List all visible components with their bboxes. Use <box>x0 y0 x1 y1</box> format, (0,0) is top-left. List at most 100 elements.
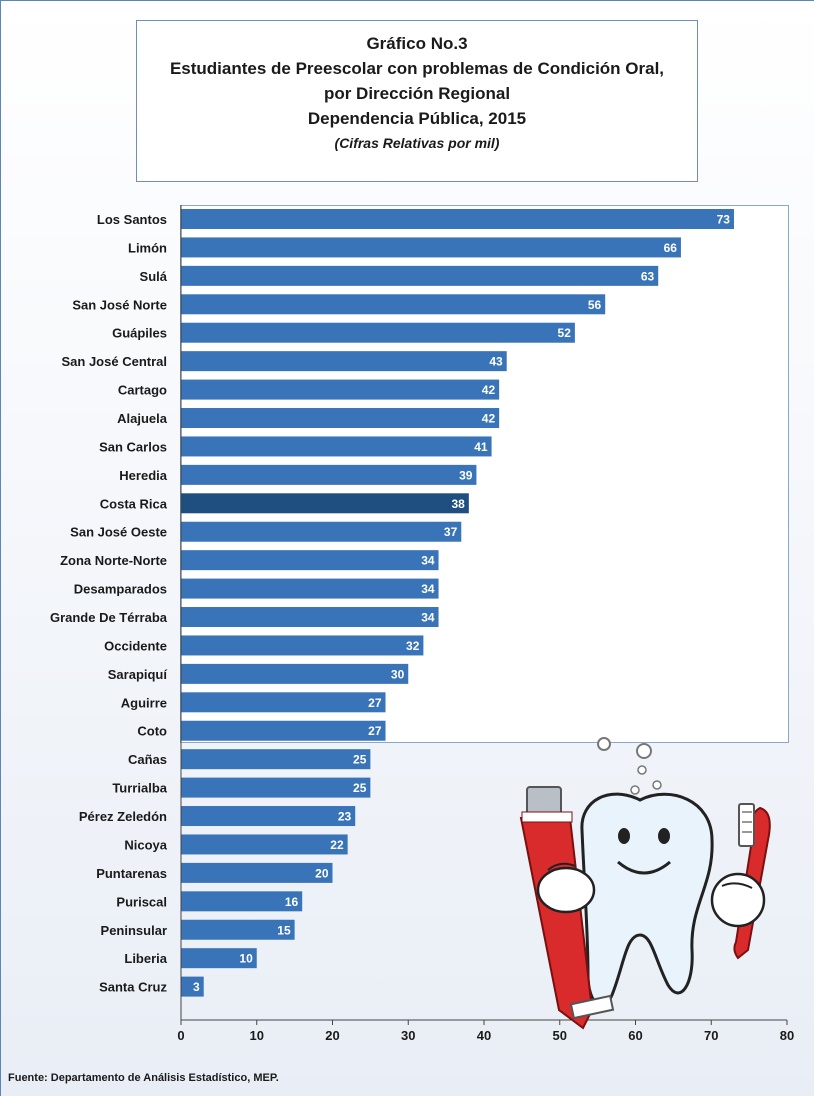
bar <box>181 237 681 258</box>
data-label: 39 <box>459 468 473 482</box>
category-label: Costa Rica <box>100 496 168 511</box>
category-label: Cañas <box>128 752 167 767</box>
category-label: San José Central <box>62 354 168 369</box>
category-label: Peninsular <box>101 923 167 938</box>
bar <box>181 464 477 485</box>
category-label: Puriscal <box>116 894 167 909</box>
data-label: 56 <box>588 298 602 312</box>
data-label: 43 <box>489 355 503 369</box>
data-label: 10 <box>239 952 253 966</box>
bar <box>181 493 469 514</box>
bar <box>181 635 424 656</box>
data-label: 30 <box>391 667 405 681</box>
bar <box>181 607 439 628</box>
data-label: 73 <box>717 213 731 227</box>
bar <box>181 294 606 315</box>
bar <box>181 834 348 855</box>
category-label: Occidente <box>104 638 167 653</box>
data-label: 37 <box>444 525 458 539</box>
bars-layer: 73 Los Santos 66 Limón 63 Sulá 56 San José Nort… <box>50 209 734 997</box>
bar <box>181 265 659 286</box>
bar <box>181 948 257 969</box>
data-label: 23 <box>338 810 352 824</box>
data-label: 38 <box>451 497 465 511</box>
bar <box>181 408 500 429</box>
data-label: 27 <box>368 696 382 710</box>
x-tick-label: 30 <box>401 1028 415 1043</box>
data-label: 3 <box>193 980 200 994</box>
bar <box>181 720 386 741</box>
category-label: Zona Norte-Norte <box>60 553 167 568</box>
category-label: Aguirre <box>121 695 167 710</box>
data-label: 15 <box>277 923 291 937</box>
category-label: Pérez Zeledón <box>79 809 167 824</box>
bar <box>181 806 356 827</box>
data-label: 34 <box>421 582 435 596</box>
data-label: 63 <box>641 269 655 283</box>
bar <box>181 436 492 457</box>
data-label: 34 <box>421 554 435 568</box>
data-label: 42 <box>482 383 496 397</box>
category-label: Santa Cruz <box>99 980 167 995</box>
data-label: 41 <box>474 440 488 454</box>
data-label: 34 <box>421 611 435 625</box>
bar <box>181 521 462 542</box>
category-label: Desamparados <box>74 582 167 597</box>
bar <box>181 578 439 599</box>
data-label: 32 <box>406 639 420 653</box>
chart-subtitle: (Cifras Relativas por mil) <box>334 135 500 151</box>
category-label: Guápiles <box>112 326 167 341</box>
data-label: 52 <box>558 326 572 340</box>
category-label: Cartago <box>118 383 167 398</box>
category-label: Coto <box>137 724 167 739</box>
category-label: San Carlos <box>99 439 167 454</box>
chart-title-line-4: Dependencia Pública, 2015 <box>307 109 527 128</box>
chart-title-line-1: Gráfico No.3 <box>366 34 468 53</box>
data-label: 16 <box>285 895 299 909</box>
category-label: Sulá <box>140 269 168 284</box>
category-label: San José Norte <box>72 297 167 312</box>
bar <box>181 749 371 770</box>
x-tick-label: 70 <box>704 1028 718 1043</box>
category-label: Turrialba <box>112 781 167 796</box>
bar <box>181 692 386 713</box>
data-label: 27 <box>368 724 382 738</box>
bar <box>181 351 507 372</box>
chart-title-line-2: Estudiantes de Preescolar con problemas … <box>169 59 665 78</box>
data-label: 42 <box>482 412 496 426</box>
x-tick-label: 50 <box>553 1028 567 1043</box>
bar <box>181 891 303 912</box>
x-tick-label: 80 <box>780 1028 794 1043</box>
bar <box>181 550 439 571</box>
category-label: Nicoya <box>124 837 167 852</box>
chart-title-line-3: por Dirección Regional <box>323 84 511 103</box>
category-label: Los Santos <box>97 212 167 227</box>
source-note: Fuente: Departamento de Análisis Estadís… <box>8 1072 279 1084</box>
bar <box>181 663 409 684</box>
category-label: San José Oeste <box>70 525 167 540</box>
category-label: Liberia <box>124 951 167 966</box>
category-label: Limón <box>128 240 167 255</box>
bar <box>181 862 333 883</box>
data-label: 20 <box>315 866 329 880</box>
bar <box>181 209 734 229</box>
data-label: 22 <box>330 838 344 852</box>
category-label: Alajuela <box>117 411 168 426</box>
data-label: 66 <box>664 241 678 255</box>
x-tick-label: 10 <box>250 1028 264 1043</box>
bar <box>181 976 204 997</box>
x-tick-label: 60 <box>628 1028 642 1043</box>
x-tick-label: 0 <box>177 1028 184 1043</box>
category-label: Grande De Térraba <box>50 610 168 625</box>
x-tick-label: 20 <box>325 1028 339 1043</box>
bar <box>181 919 295 940</box>
data-label: 25 <box>353 781 367 795</box>
bar <box>181 322 575 343</box>
bar <box>181 777 371 798</box>
bar <box>181 379 500 400</box>
category-label: Puntarenas <box>96 866 167 881</box>
tooth-illustration-icon <box>519 737 771 1030</box>
x-axis: 0 10 20 30 40 50 60 70 80 <box>177 205 794 1043</box>
category-label: Sarapiquí <box>108 667 168 682</box>
